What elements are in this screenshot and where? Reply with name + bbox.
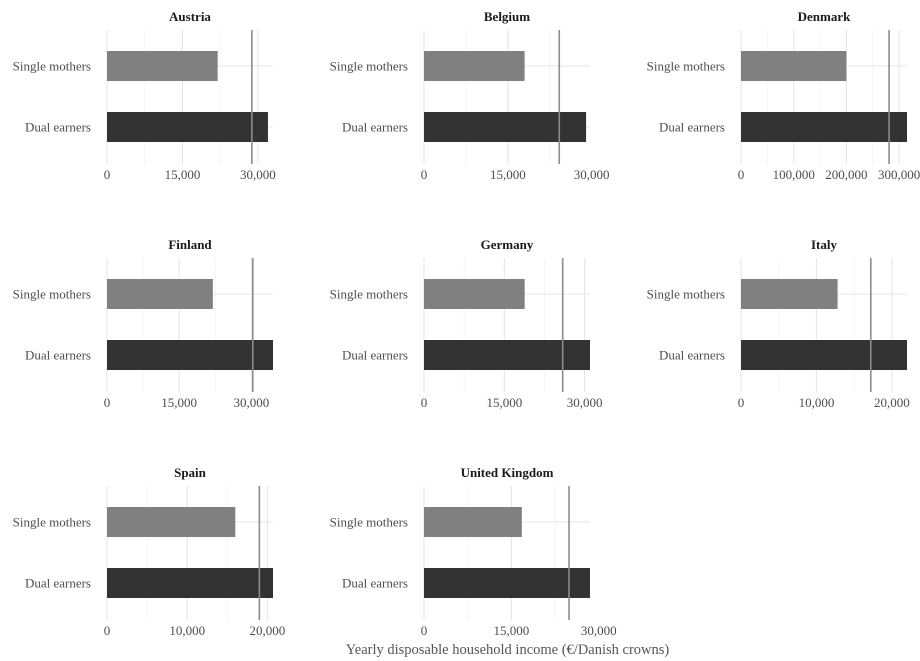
category-label-dual-earners: Dual earners	[25, 120, 91, 135]
bar-italy-single-mothers	[741, 279, 838, 309]
bar-italy-dual-earners	[741, 340, 907, 370]
bar-united-kingdom-dual-earners	[424, 568, 590, 598]
bar-united-kingdom-single-mothers	[424, 507, 522, 537]
category-label-dual-earners: Dual earners	[25, 576, 91, 591]
bar-belgium-single-mothers	[424, 51, 525, 81]
tick-label-denmark: 200,000	[825, 167, 867, 182]
bar-denmark-single-mothers	[741, 51, 847, 81]
tick-label-germany: 15,000	[486, 395, 522, 410]
tick-label-united-kingdom: 0	[421, 623, 428, 638]
bar-germany-dual-earners	[424, 340, 590, 370]
bar-germany-single-mothers	[424, 279, 525, 309]
category-label-single-mothers: Single mothers	[13, 59, 91, 74]
x-axis-title: Yearly disposable household income (€/Da…	[345, 642, 670, 658]
tick-label-denmark: 100,000	[773, 167, 815, 182]
category-label-dual-earners: Dual earners	[342, 120, 408, 135]
tick-label-italy: 10,000	[799, 395, 835, 410]
tick-label-denmark: 300,000	[878, 167, 920, 182]
category-label-single-mothers: Single mothers	[13, 515, 91, 530]
tick-label-united-kingdom: 15,000	[493, 623, 529, 638]
panel-title-italy: Italy	[811, 237, 838, 252]
category-label-single-mothers: Single mothers	[330, 515, 408, 530]
tick-label-belgium: 15,000	[490, 167, 526, 182]
category-label-single-mothers: Single mothers	[647, 59, 725, 74]
panel-title-germany: Germany	[481, 237, 534, 252]
tick-label-belgium: 30,000	[574, 167, 610, 182]
category-label-dual-earners: Dual earners	[342, 348, 408, 363]
bar-austria-single-mothers	[107, 51, 218, 81]
panel-title-belgium: Belgium	[484, 9, 530, 24]
category-label-dual-earners: Dual earners	[659, 120, 725, 135]
panel-title-united-kingdom: United Kingdom	[461, 465, 554, 480]
tick-label-germany: 30,000	[567, 395, 603, 410]
panel-title-spain: Spain	[174, 465, 207, 480]
bar-spain-single-mothers	[107, 507, 236, 537]
tick-label-germany: 0	[421, 395, 428, 410]
category-label-dual-earners: Dual earners	[659, 348, 725, 363]
category-label-single-mothers: Single mothers	[330, 59, 408, 74]
bar-spain-dual-earners	[107, 568, 273, 598]
tick-label-italy: 20,000	[874, 395, 910, 410]
tick-label-austria: 30,000	[240, 167, 276, 182]
tick-label-united-kingdom: 30,000	[581, 623, 617, 638]
bar-finland-single-mothers	[107, 279, 213, 309]
category-label-single-mothers: Single mothers	[330, 287, 408, 302]
tick-label-spain: 20,000	[250, 623, 286, 638]
tick-label-denmark: 0	[738, 167, 745, 182]
tick-label-finland: 30,000	[233, 395, 269, 410]
panel-title-austria: Austria	[169, 9, 211, 24]
tick-label-finland: 15,000	[161, 395, 197, 410]
category-label-single-mothers: Single mothers	[13, 287, 91, 302]
tick-label-austria: 15,000	[165, 167, 201, 182]
category-label-single-mothers: Single mothers	[647, 287, 725, 302]
panel-title-finland: Finland	[168, 237, 212, 252]
panel-title-denmark: Denmark	[798, 9, 851, 24]
category-label-dual-earners: Dual earners	[25, 348, 91, 363]
tick-label-finland: 0	[104, 395, 111, 410]
bar-denmark-dual-earners	[741, 112, 907, 142]
tick-label-italy: 0	[738, 395, 745, 410]
tick-label-austria: 0	[104, 167, 111, 182]
bar-finland-dual-earners	[107, 340, 273, 370]
category-label-dual-earners: Dual earners	[342, 576, 408, 591]
tick-label-spain: 0	[104, 623, 111, 638]
tick-label-belgium: 0	[421, 167, 428, 182]
bar-austria-dual-earners	[107, 112, 268, 142]
tick-label-spain: 10,000	[169, 623, 205, 638]
bar-belgium-dual-earners	[424, 112, 587, 142]
